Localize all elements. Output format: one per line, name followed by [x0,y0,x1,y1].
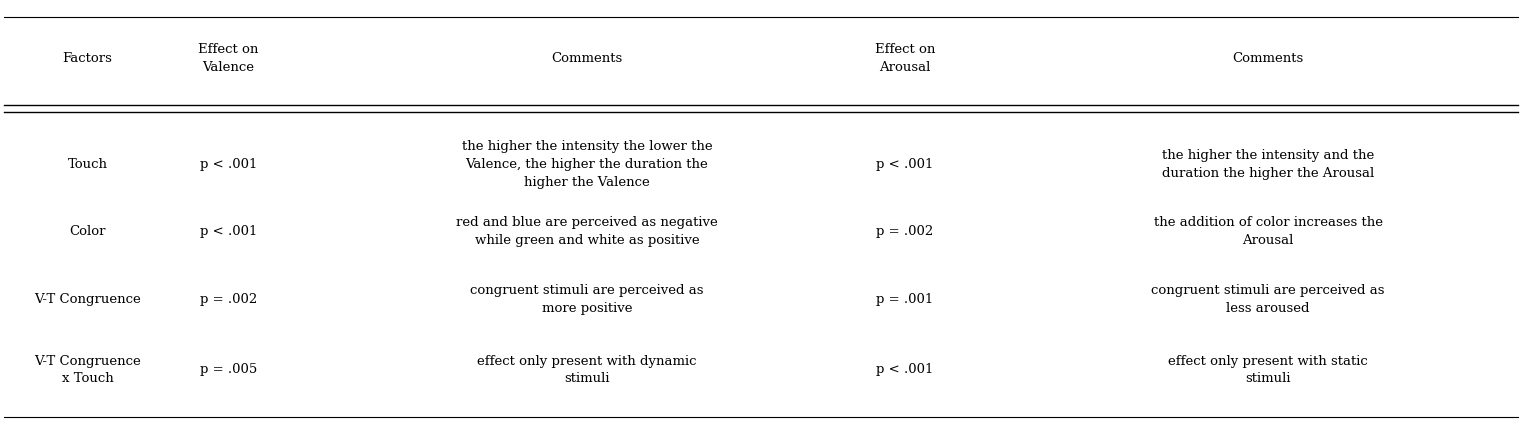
Text: p = .005: p = .005 [199,363,257,377]
Text: congruent stimuli are perceived as
less aroused: congruent stimuli are perceived as less … [1151,283,1385,314]
Text: Touch: Touch [67,158,108,171]
Text: p = .001: p = .001 [877,293,933,306]
Text: Factors: Factors [62,52,113,65]
Text: Comments: Comments [551,52,622,65]
Text: p = .002: p = .002 [877,225,933,238]
Text: red and blue are perceived as negative
while green and white as positive: red and blue are perceived as negative w… [457,216,718,247]
Text: effect only present with dynamic
stimuli: effect only present with dynamic stimuli [478,354,697,385]
Text: congruent stimuli are perceived as
more positive: congruent stimuli are perceived as more … [470,283,703,314]
Text: V-T Congruence
x Touch: V-T Congruence x Touch [33,354,142,385]
Text: p < .001: p < .001 [199,158,257,171]
Text: Effect on
Valence: Effect on Valence [198,43,259,74]
Text: Color: Color [68,225,105,238]
Text: the higher the intensity the lower the
Valence, the higher the duration the
high: the higher the intensity the lower the V… [461,140,712,189]
Text: the higher the intensity and the
duration the higher the Arousal: the higher the intensity and the duratio… [1161,149,1374,180]
Text: p < .001: p < .001 [199,225,257,238]
Text: V-T Congruence: V-T Congruence [33,293,142,306]
Text: Effect on
Arousal: Effect on Arousal [875,43,935,74]
Text: effect only present with static
stimuli: effect only present with static stimuli [1169,354,1368,385]
Text: Comments: Comments [1233,52,1304,65]
Text: p < .001: p < .001 [877,158,933,171]
Text: p < .001: p < .001 [877,363,933,377]
Text: p = .002: p = .002 [199,293,257,306]
Text: the addition of color increases the
Arousal: the addition of color increases the Arou… [1154,216,1382,247]
